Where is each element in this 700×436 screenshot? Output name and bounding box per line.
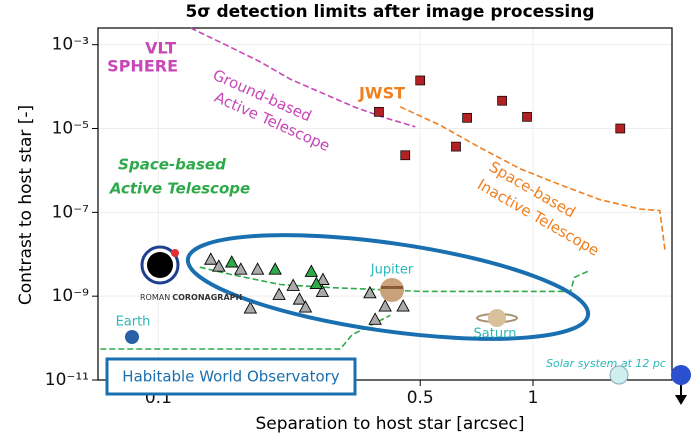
roman-icon xyxy=(147,252,173,278)
annotation: Active Telescope xyxy=(109,180,250,198)
jupiter-icon xyxy=(380,278,404,302)
legend-label: Habitable World Observatory xyxy=(122,368,340,386)
jupiter-icon xyxy=(381,286,403,289)
annotation: Solar system at 12 pc xyxy=(546,357,666,370)
x-tick-label: 1 xyxy=(528,388,539,408)
data-point xyxy=(497,95,507,106)
data-point xyxy=(304,264,319,277)
data-point xyxy=(415,75,426,86)
y-tick-label: 10⁻⁷ xyxy=(52,202,90,222)
y-axis-label: Contrast to host star [-] xyxy=(16,105,36,305)
y-tick-label: 10⁻³ xyxy=(52,35,89,55)
highlight-ellipse xyxy=(185,233,591,341)
annotation: Saturn xyxy=(474,327,517,342)
data-point xyxy=(396,299,410,312)
data-point xyxy=(212,259,226,272)
roman-icon xyxy=(171,249,179,257)
data-point xyxy=(615,123,626,134)
data-point xyxy=(286,278,300,291)
arrow xyxy=(675,395,687,405)
legend-box xyxy=(105,357,357,396)
solar-icon xyxy=(671,365,691,385)
data-point xyxy=(309,276,324,290)
data-point xyxy=(292,292,307,305)
saturn-icon xyxy=(488,309,506,327)
annotations: VLT SPHERE JWST Ground-based Active Tele… xyxy=(105,39,691,405)
annotation: VLT xyxy=(145,39,176,58)
plot-frame xyxy=(97,27,673,381)
data-point xyxy=(224,255,239,268)
data-point xyxy=(374,106,384,117)
earth-icon xyxy=(125,330,139,344)
y-tick-label: 10⁻⁹ xyxy=(52,286,90,306)
annotation: JWST xyxy=(358,84,405,103)
contrast-curve xyxy=(100,266,589,350)
data-point xyxy=(462,112,472,123)
roman-icon xyxy=(140,245,180,285)
data-point xyxy=(316,272,330,285)
data-point xyxy=(243,301,258,314)
data-point xyxy=(204,252,218,265)
x-axis-label: Separation to host star [arcsec] xyxy=(255,414,524,434)
data-point xyxy=(268,262,282,275)
data-point xyxy=(298,300,313,313)
annotation: ROMAN CORONAGRAPH xyxy=(140,293,242,302)
y-tick-label: 10⁻¹¹ xyxy=(45,370,89,390)
contrast-curve xyxy=(399,106,666,250)
data-point xyxy=(522,111,532,122)
annotation: Space-based xyxy=(118,156,226,174)
data-point xyxy=(378,299,392,312)
solar-icon xyxy=(609,365,629,385)
x-tick-label: 0.5 xyxy=(407,388,434,408)
annotation: Earth xyxy=(116,315,151,330)
data-point xyxy=(250,262,265,275)
data-point xyxy=(400,150,411,161)
y-tick-label: 10⁻⁵ xyxy=(52,119,89,139)
data-point xyxy=(363,285,377,299)
chart-title: 5σ detection limits after image processi… xyxy=(185,2,594,22)
data-point xyxy=(315,284,330,297)
data-point xyxy=(368,312,382,325)
data-point xyxy=(234,262,248,275)
data-point xyxy=(272,287,286,300)
annotation: SPHERE xyxy=(107,57,178,76)
annotation: Jupiter xyxy=(370,263,414,278)
data-point xyxy=(451,141,461,152)
